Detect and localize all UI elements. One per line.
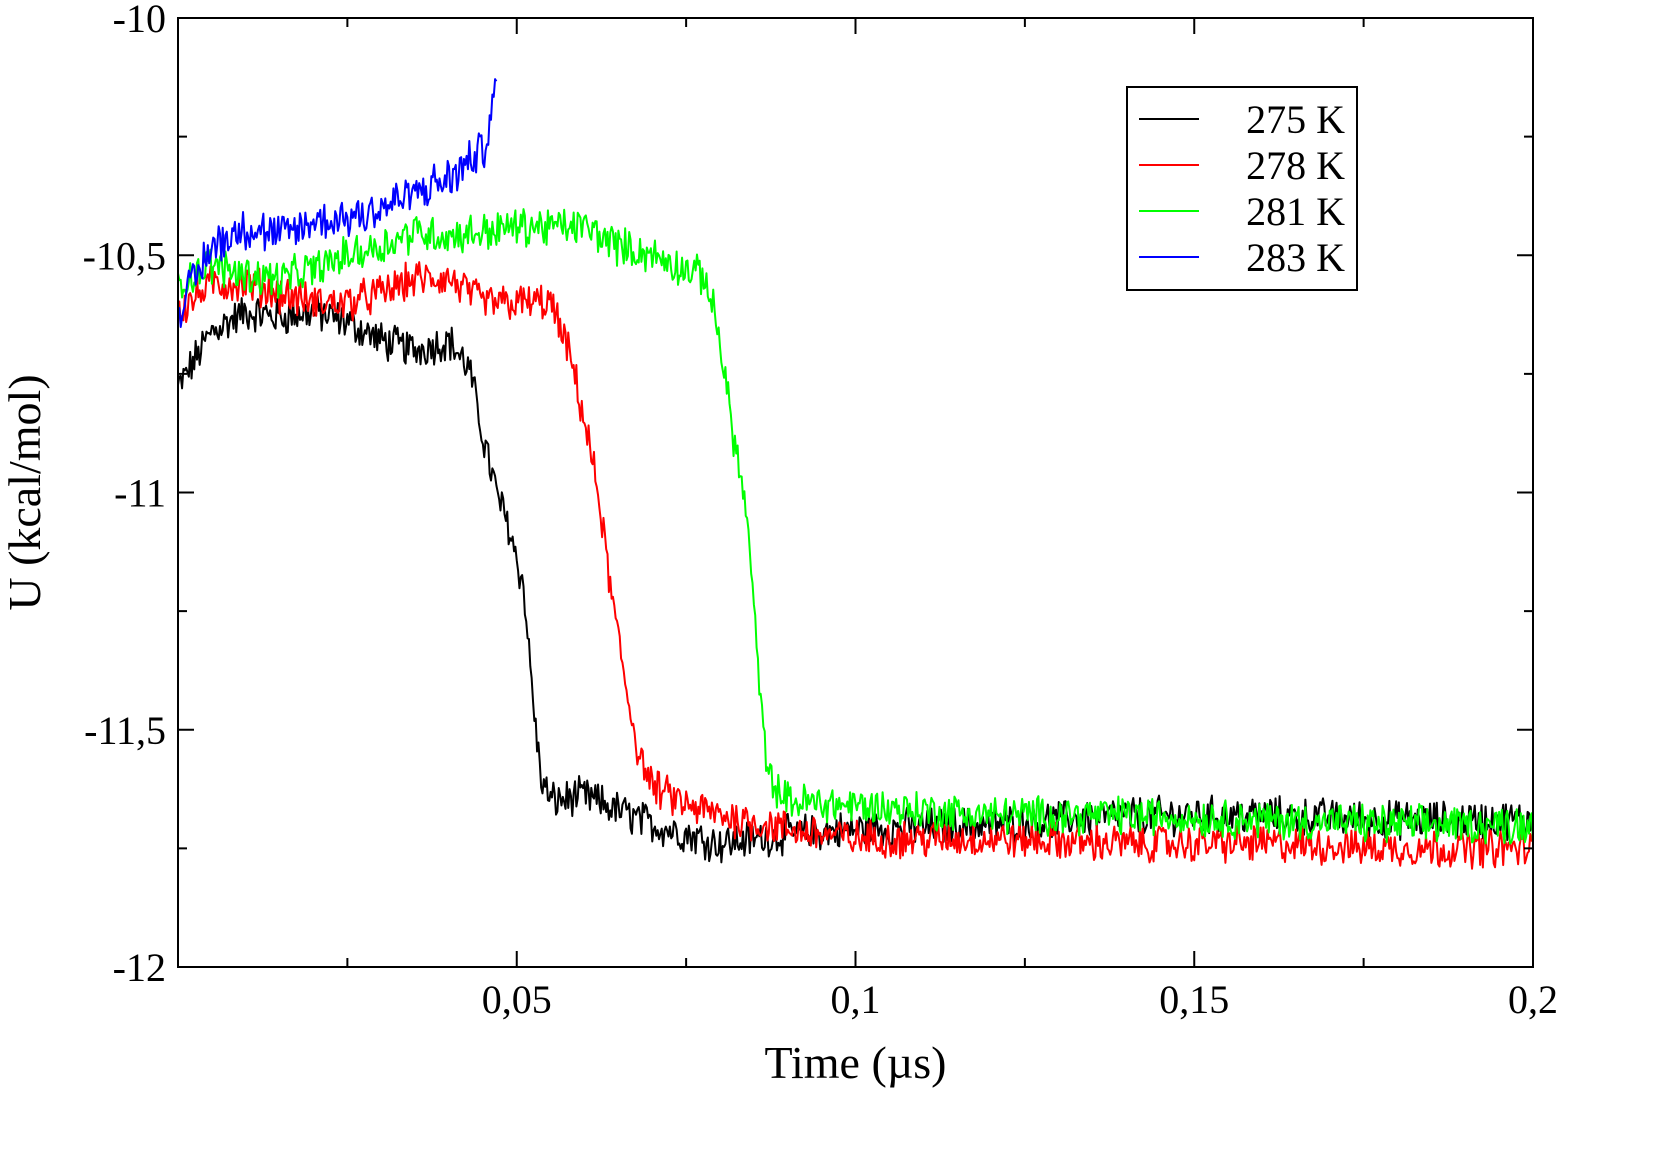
y-tick-label: -10,5 (83, 233, 166, 278)
series-line-275-k (177, 293, 1534, 864)
series-line-281-k (177, 208, 1534, 845)
series-line-283-k (177, 78, 498, 329)
y-tick-label: -10 (113, 0, 166, 41)
y-tick-label: -11,5 (84, 708, 166, 753)
legend-label: 281 K (1246, 189, 1345, 234)
series-line-278-k (177, 261, 1534, 870)
tick-labels-layer: 0,05 0,1 0,15 0,2 -10 -10,5 -11 -11,5 -12 (83, 0, 1558, 1022)
x-tick-label: 0,1 (831, 977, 881, 1022)
series-layer (177, 78, 1534, 870)
y-tick-label: -11 (114, 471, 166, 516)
x-tick-label: 0,15 (1159, 977, 1229, 1022)
x-axis-title: Time (µs) (764, 1037, 946, 1088)
y-tick-label: -12 (113, 945, 166, 990)
x-tick-label: 0,05 (482, 977, 552, 1022)
legend-label: 275 K (1246, 97, 1345, 142)
ticks-layer (177, 17, 1534, 968)
y-axis-title: U (kcal/mol) (0, 374, 50, 610)
legend-label: 278 K (1246, 143, 1345, 188)
legend-label: 283 K (1246, 235, 1345, 280)
x-tick-label: 0,2 (1508, 977, 1558, 1022)
